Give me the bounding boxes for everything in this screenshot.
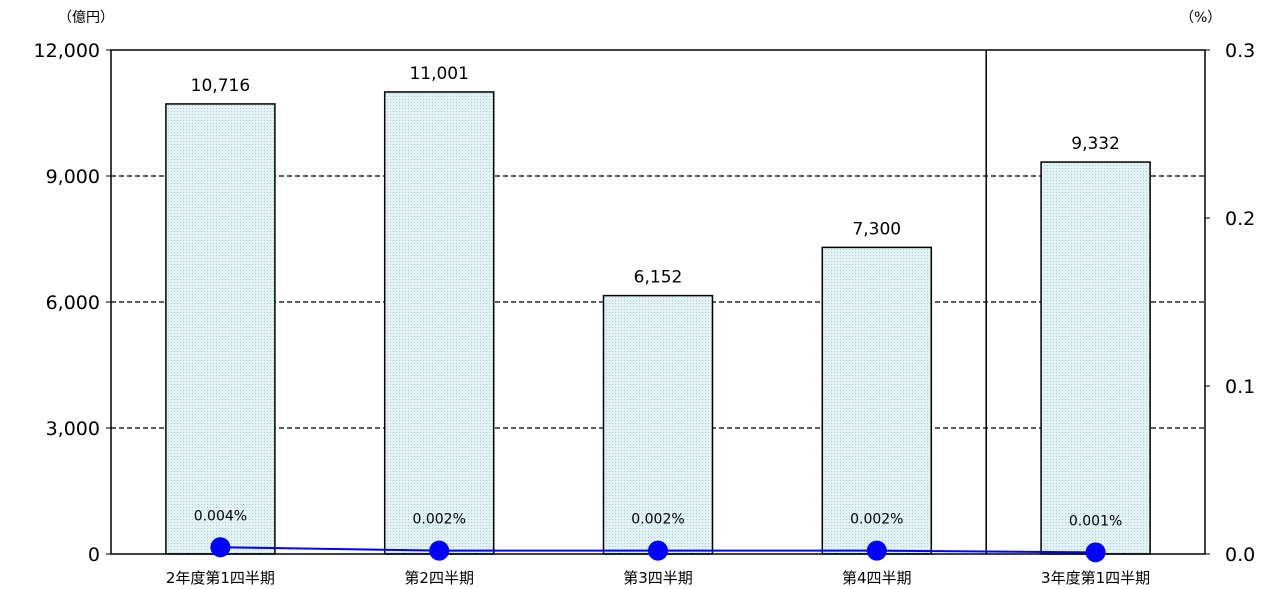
bar-value-label: 7,300 xyxy=(852,219,901,239)
category-label: 3年度第1四半期 xyxy=(1041,569,1150,587)
bar xyxy=(1040,161,1151,555)
line-series xyxy=(210,537,1106,563)
category-label: 第2四半期 xyxy=(404,569,474,587)
left-tick-label: 6,000 xyxy=(46,292,100,314)
right-tick-label: 0.2 xyxy=(1225,208,1255,230)
left-tick-label: 9,000 xyxy=(46,166,100,188)
left-tick-label: 0 xyxy=(88,544,100,566)
bar-value-label: 9,332 xyxy=(1071,134,1120,154)
category-label: 第4四半期 xyxy=(842,569,912,587)
bar-value-label: 6,152 xyxy=(634,268,683,288)
right-tick-label: 0.3 xyxy=(1225,40,1255,62)
chart-text: （億円） （%） 0 3,000 6,000 9,000 12,000 0.0 0.1 0.2… xyxy=(34,10,1256,587)
ratio-label: 0.002% xyxy=(850,512,903,528)
bar xyxy=(821,246,933,555)
left-tick-label: 12,000 xyxy=(34,40,100,62)
category-label: 第3四半期 xyxy=(623,569,693,587)
ratio-label: 0.001% xyxy=(1069,513,1122,529)
ratio-label: 0.004% xyxy=(194,508,247,524)
bar-value-label: 10,716 xyxy=(191,76,250,96)
bar-value-label: 11,001 xyxy=(409,64,468,84)
ratio-point xyxy=(210,537,231,558)
ratio-point xyxy=(1085,542,1106,563)
right-tick-label: 0.0 xyxy=(1225,544,1255,566)
category-label: 2年度第1四半期 xyxy=(166,569,275,587)
ratio-label: 0.002% xyxy=(413,512,466,528)
left-tick-label: 3,000 xyxy=(46,418,100,440)
right-axis-unit: （%） xyxy=(1180,10,1221,26)
bar xyxy=(165,103,276,555)
ratio-label: 0.002% xyxy=(631,512,684,528)
left-axis-unit: （億円） xyxy=(58,10,114,26)
bar xyxy=(383,91,495,555)
bar-series xyxy=(165,91,1151,555)
ratio-point xyxy=(866,540,887,561)
ratio-point xyxy=(648,540,668,561)
ratio-point xyxy=(429,540,450,561)
right-tick-label: 0.1 xyxy=(1225,376,1255,398)
